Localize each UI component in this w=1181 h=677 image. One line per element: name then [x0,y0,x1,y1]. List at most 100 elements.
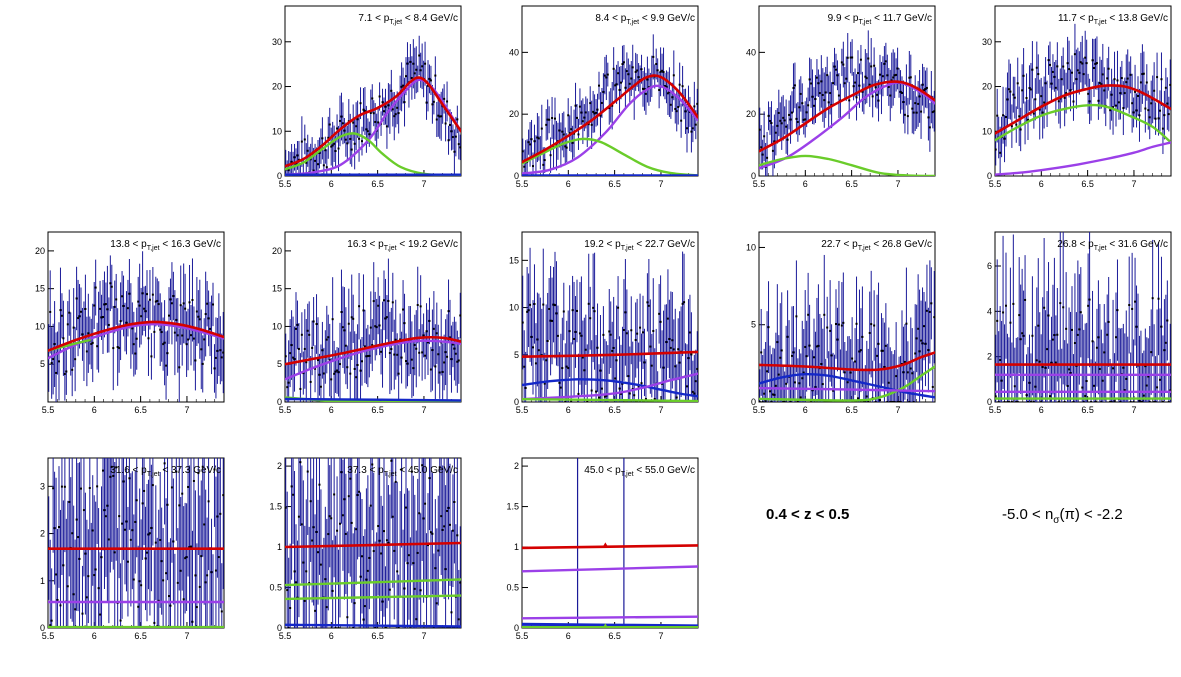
x-tick-label: 5.5 [989,179,1002,189]
data-point [324,149,327,152]
data-point [1166,102,1169,105]
data-point [343,498,346,501]
data-point [821,94,824,97]
y-tick-label: 10 [35,321,45,331]
data-point [363,345,366,348]
data-point [817,344,820,347]
y-tick-label: 0 [277,623,282,633]
data-point [877,342,880,345]
data-point [537,349,540,352]
data-point [397,627,400,628]
data-point [620,81,622,84]
data-point [143,307,146,310]
data-point [327,136,330,139]
data-point [598,396,600,399]
data-point [586,401,589,402]
y-tick-label: 1.5 [506,502,519,512]
data-point [77,536,80,539]
data-point [456,118,459,121]
data-point [63,372,66,375]
data-point [1078,71,1081,74]
data-point [459,314,461,317]
data-point [526,310,529,313]
data-point [857,72,859,75]
data-point [347,495,350,498]
data-point [322,164,325,167]
data-point [441,370,444,373]
data-point [327,336,330,339]
data-point [165,364,168,367]
data-point [810,82,813,85]
data-point [522,150,524,153]
y-tick-label: 6 [987,261,992,271]
data-point [918,350,921,353]
data-point [107,323,110,326]
data-point [146,551,148,554]
data-point [652,55,655,58]
y-tick-label: 30 [272,37,282,47]
data-point [203,338,206,341]
data-point [1169,389,1171,392]
data-point [217,556,220,559]
data-point [793,381,796,384]
data-point [1156,76,1159,79]
data-point [50,361,53,364]
data-point [780,122,783,125]
data-point [440,515,443,518]
y-tick-label: 10 [509,303,519,313]
data-point [185,343,188,346]
data-point [684,110,687,113]
data-point [923,325,925,328]
data-point [561,367,564,370]
data-point [577,392,580,395]
data-point [429,79,432,82]
data-point [1062,65,1065,68]
data-point [1145,81,1148,84]
data-point [419,69,422,72]
data-point [336,127,339,130]
data-point [337,627,340,628]
data-point [814,98,817,101]
data-point [1094,401,1097,402]
y-tick-label: 40 [509,47,519,57]
data-point [318,483,321,486]
data-point [173,331,176,334]
data-point [116,346,119,349]
data-point [378,324,381,327]
data-point [1049,63,1051,66]
data-point [113,305,116,308]
data-point [523,165,526,168]
panel-plot-area [759,30,935,176]
data-point [804,345,807,348]
data-point [821,383,824,386]
panel-title-main: 45.0 < p [584,465,621,476]
data-point [909,367,912,370]
data-point [334,370,337,373]
data-point [1145,384,1148,387]
data-point [559,386,562,389]
data-point [56,598,59,601]
data-point [620,392,622,395]
data-point [1025,97,1028,100]
data-point [1065,92,1068,95]
data-point [887,85,890,88]
data-point [75,518,78,521]
panel-title-subscript: T,jet [1094,245,1107,252]
data-point [893,401,896,402]
data-point [1028,87,1031,90]
nsigma-label-sub: σ [1053,515,1060,526]
data-point [631,66,634,69]
data-point [884,344,887,347]
data-point [300,333,303,336]
data-point [303,347,306,350]
data-point [1106,77,1109,80]
data-point [854,81,857,84]
data-point [378,95,381,98]
data-point [134,520,137,523]
data-point [435,118,438,121]
fit-curve-total [759,80,935,153]
data-point [1079,61,1082,64]
data-point [93,574,96,577]
data-point [194,574,197,577]
data-point [656,69,659,72]
